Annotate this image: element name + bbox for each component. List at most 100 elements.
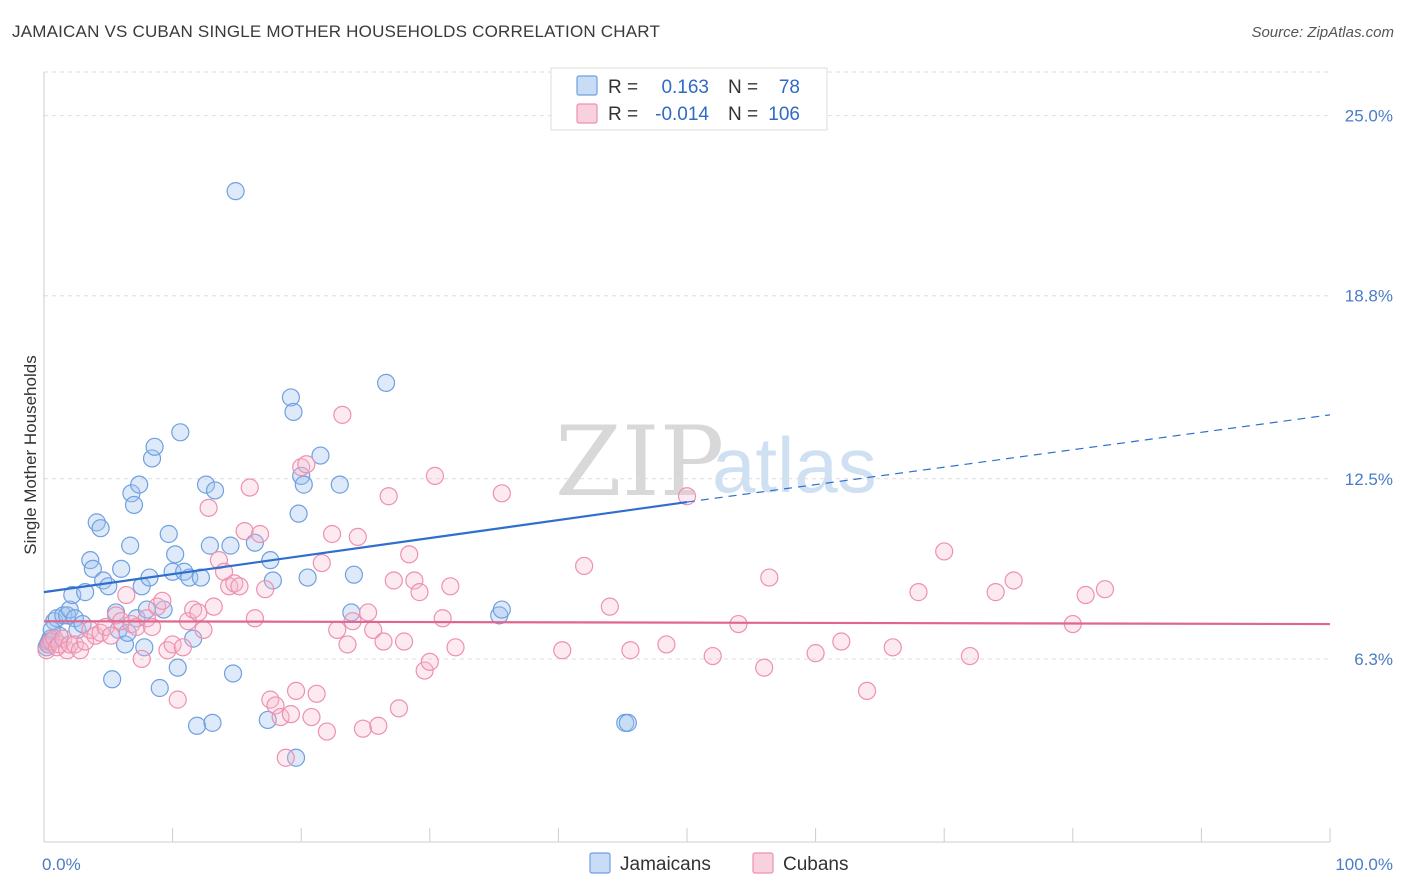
cubans-point-68 xyxy=(369,716,388,735)
y-tick-labels: 6.3% 12.5% 18.8% 25.0% xyxy=(1345,107,1393,669)
cubans-point-87 xyxy=(621,641,640,660)
cubans-point-69 xyxy=(374,632,393,651)
cubans-point-53 xyxy=(292,458,311,477)
y-axis-label: Single Mother Households xyxy=(21,355,40,554)
cubans-point-73 xyxy=(394,632,414,651)
y-tick-label-0: 6.3% xyxy=(1354,650,1393,669)
cubans-point-96 xyxy=(857,681,877,701)
cubans-point-85 xyxy=(575,556,594,576)
cubans-point-65 xyxy=(353,719,373,738)
y-tick-label-3: 25.0% xyxy=(1345,107,1393,126)
jamaicans-point-67 xyxy=(330,475,349,494)
series-cubans xyxy=(37,405,1115,767)
cubans-point-88 xyxy=(657,635,676,654)
trend-lines xyxy=(43,414,1331,626)
legend-r-label-1: R = xyxy=(608,77,638,98)
cubans-point-62 xyxy=(338,635,357,654)
jamaicans-point-46 xyxy=(187,716,207,735)
cubans-point-35 xyxy=(199,498,218,517)
cubans-point-52 xyxy=(286,681,306,701)
cubans-point-77 xyxy=(415,661,434,680)
cubans-point-94 xyxy=(806,644,825,663)
cubans-point-36 xyxy=(204,597,223,616)
jamaicans-point-42 xyxy=(171,423,190,442)
cubans-point-17 xyxy=(106,606,126,625)
jamaicans-point-55 xyxy=(245,533,265,552)
cubans-point-60 xyxy=(328,620,347,639)
cubans-point-58 xyxy=(317,722,337,741)
jamaicans-point-54 xyxy=(223,664,243,683)
cubans-point-32 xyxy=(184,600,203,619)
cubans-point-72 xyxy=(389,699,409,718)
cubans-point-26 xyxy=(153,591,172,610)
cubans-point-49 xyxy=(271,707,290,727)
y-tick-label-2: 18.8% xyxy=(1345,287,1393,306)
jamaicans-point-27 xyxy=(124,495,144,515)
cubans-point-101 xyxy=(986,583,1005,602)
cubans-point-50 xyxy=(276,748,295,767)
cubans-point-40 xyxy=(225,574,244,593)
cubans-point-64 xyxy=(348,527,367,547)
legend-swatch-cubans xyxy=(576,103,598,124)
jamaicans-point-49 xyxy=(200,536,219,555)
jamaicans-point-52 xyxy=(221,536,240,555)
legend-n-value-2: 106 xyxy=(768,104,800,125)
bottom-legend-cubans: Cubans xyxy=(783,854,849,875)
cubans-point-27 xyxy=(158,641,177,660)
jamaicans-point-51 xyxy=(205,481,225,500)
jamaicans-point-59 xyxy=(281,388,301,407)
cubans-point-98 xyxy=(909,583,928,602)
cubans-point-100 xyxy=(960,646,980,666)
cubans-point-28 xyxy=(163,635,182,654)
legend-n-label-1: N = xyxy=(728,77,758,98)
cubans-point-71 xyxy=(384,571,403,590)
cubans-point-89 xyxy=(677,487,697,506)
jamaicans-point-62 xyxy=(289,504,308,523)
y-tick-label-1: 12.5% xyxy=(1345,470,1393,489)
jamaicans-point-23 xyxy=(115,635,135,654)
cubans-point-47 xyxy=(261,690,280,709)
cubans-point-11 xyxy=(76,632,95,651)
jamaicans-point-31 xyxy=(135,638,154,657)
jamaicans-point-18 xyxy=(99,577,118,596)
cubans-point-75 xyxy=(405,571,424,590)
x-tick-label-1: 100.0% xyxy=(1335,855,1393,874)
cubans-point-19 xyxy=(117,585,136,605)
cubans-point-8 xyxy=(60,635,79,654)
legend-r-label-2: R = xyxy=(608,104,638,125)
cubans-point-30 xyxy=(173,638,192,657)
cubans-point-86 xyxy=(600,597,619,616)
page-title: JAMAICAN VS CUBAN SINGLE MOTHER HOUSEHOL… xyxy=(12,22,661,41)
cubans-point-44 xyxy=(245,609,265,628)
cubans-point-54 xyxy=(297,455,316,474)
jamaicans-point-60 xyxy=(284,402,303,422)
jamaicans-point-25 xyxy=(121,536,140,555)
cubans-point-81 xyxy=(441,577,460,596)
cubans-point-56 xyxy=(307,684,326,703)
jamaicans-point-70 xyxy=(376,373,396,393)
cubans-point-24 xyxy=(142,617,162,637)
cubans-point-84 xyxy=(553,641,572,660)
jamaicans-point-74 xyxy=(618,713,637,732)
bottom-legend-jamaicans: Jamaicans xyxy=(620,854,711,875)
jamaicans-point-19 xyxy=(103,670,122,689)
cubans-point-46 xyxy=(256,580,275,599)
jamaicans-point-61 xyxy=(286,748,306,767)
cubans-point-9 xyxy=(65,635,84,654)
cubans-point-16 xyxy=(101,626,120,645)
series-jamaicans xyxy=(37,182,637,767)
cubans-point-51 xyxy=(281,705,301,724)
cubans-point-33 xyxy=(189,603,208,622)
jamaicans-point-22 xyxy=(112,559,131,578)
cubans-point-66 xyxy=(358,603,378,622)
axes xyxy=(43,72,1331,843)
cubans-point-74 xyxy=(400,545,419,564)
jamaicans-point-41 xyxy=(168,658,187,677)
cubans-point-90 xyxy=(703,646,722,666)
legend-swatch-jamaicans xyxy=(576,75,598,96)
cubans-point-39 xyxy=(220,577,239,596)
source-label: Source: ZipAtlas.com xyxy=(1251,24,1394,41)
cubans-point-34 xyxy=(194,620,213,639)
cubans-point-70 xyxy=(379,487,398,506)
